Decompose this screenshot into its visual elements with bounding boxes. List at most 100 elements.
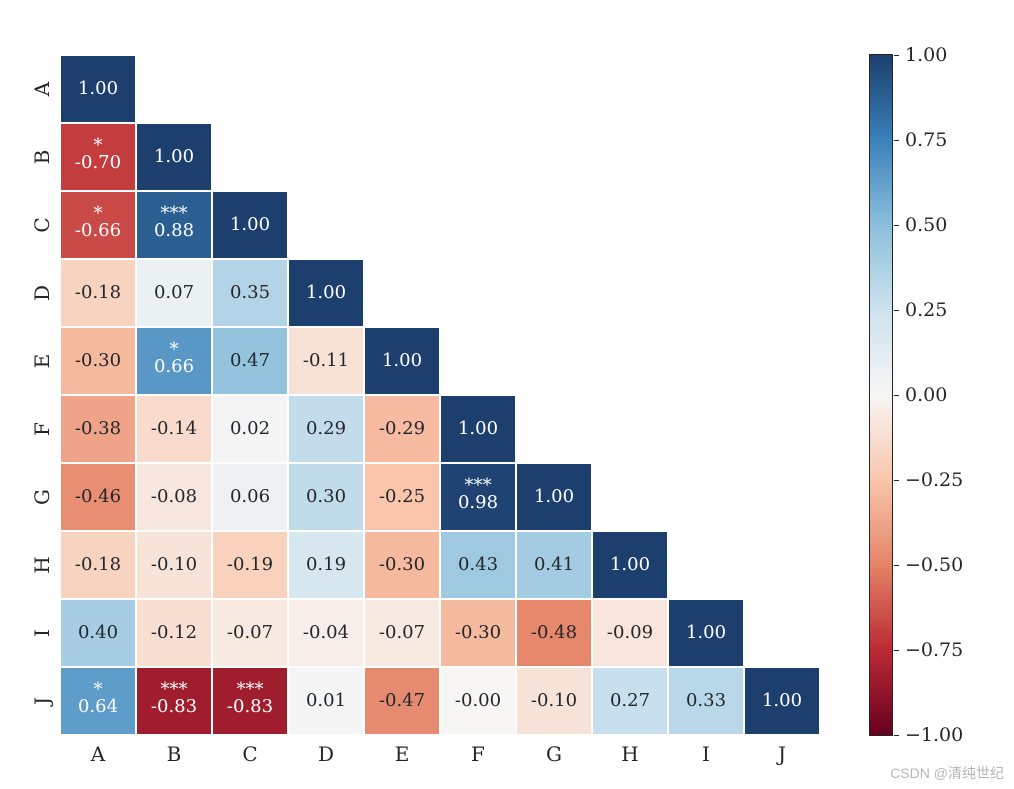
heatmap-cell: 0.19 [288,531,364,599]
cell-value: 0.98 [458,493,498,513]
heatmap-plot: 1.00*-0.701.00*-0.66***0.881.00-0.180.07… [60,55,820,735]
cell-value: 0.41 [534,555,574,575]
heatmap-cell [440,123,516,191]
x-tick-label: H [592,740,668,768]
heatmap-cell: 0.35 [212,259,288,327]
heatmap-cell [744,599,820,667]
heatmap-cell [288,191,364,259]
cell-value: 1.00 [534,487,574,507]
heatmap-cell: -0.19 [212,531,288,599]
heatmap-cell [668,327,744,395]
cell-value: -0.07 [227,623,273,643]
cell-value: 0.30 [306,487,346,507]
heatmap-cell [288,123,364,191]
colorbar-tick: 1.00 [894,44,947,66]
x-tick-label: G [516,740,592,768]
colorbar-tick: −1.00 [894,724,963,746]
cell-value: 0.07 [154,283,194,303]
cell-value: -0.66 [75,221,121,241]
heatmap-cell: 0.40 [60,599,136,667]
heatmap-cell: -0.25 [364,463,440,531]
cell-value: 0.02 [230,419,270,439]
cell-value: -0.30 [455,623,501,643]
heatmap-cell: 0.29 [288,395,364,463]
significance-marker: *** [237,685,264,695]
significance-marker: *** [465,481,492,491]
heatmap-cell [516,55,592,123]
heatmap-cell: -0.14 [136,395,212,463]
heatmap-cell [516,191,592,259]
x-tick-label: E [364,740,440,768]
cell-value: -0.46 [75,487,121,507]
heatmap-cell [440,55,516,123]
cell-value: -0.12 [151,623,197,643]
heatmap-cell [364,55,440,123]
heatmap-cell: *** -0.83 [136,667,212,735]
heatmap-cell [668,123,744,191]
heatmap-cell: -0.30 [440,599,516,667]
heatmap-cell: *** 0.98 [440,463,516,531]
heatmap-cell: 0.27 [592,667,668,735]
heatmap-cell: 0.41 [516,531,592,599]
heatmap-grid: 1.00*-0.701.00*-0.66***0.881.00-0.180.07… [60,55,820,735]
heatmap-cell: 0.02 [212,395,288,463]
cell-value: -0.18 [75,555,121,575]
cell-value: 0.29 [306,419,346,439]
heatmap-cell [516,259,592,327]
heatmap-cell [744,395,820,463]
cell-value: 0.88 [154,221,194,241]
cell-value: 0.06 [230,487,270,507]
heatmap-cell [364,259,440,327]
heatmap-cell [592,463,668,531]
heatmap-cell: 0.33 [668,667,744,735]
heatmap-cell [744,55,820,123]
heatmap-cell [212,55,288,123]
cell-value: -0.14 [151,419,197,439]
heatmap-cell: ***-0.83 [212,667,288,735]
cell-value: -0.38 [75,419,121,439]
cell-value: 0.01 [306,691,346,711]
heatmap-cell: 0.43 [440,531,516,599]
heatmap-cell: 0.47 [212,327,288,395]
heatmap-cell: -0.08 [136,463,212,531]
cell-value: -0.29 [379,419,425,439]
heatmap-cell [592,395,668,463]
heatmap-cell [516,395,592,463]
heatmap-cell [440,191,516,259]
heatmap-cell [668,259,744,327]
significance-marker: *** [161,685,188,695]
heatmap-cell: *0.64 [60,667,136,735]
cell-value: 1.00 [762,691,802,711]
heatmap-cell [744,327,820,395]
heatmap-cell: -0.30 [364,531,440,599]
heatmap-cell: 0.06 [212,463,288,531]
heatmap-cell: -0.10 [516,667,592,735]
colorbar-tick: 0.25 [894,299,947,321]
heatmap-cell [744,259,820,327]
cell-value: 0.33 [686,691,726,711]
x-tick-label: I [668,740,744,768]
heatmap-cell: 0.07 [136,259,212,327]
cell-value: 0.27 [610,691,650,711]
heatmap-cell [592,259,668,327]
cell-value: -0.25 [379,487,425,507]
colorbar-gradient [870,55,892,735]
heatmap-cell [136,55,212,123]
heatmap-cell: -0.12 [136,599,212,667]
colorbar-tick: 0.50 [894,214,947,236]
cell-value: -0.11 [303,351,349,371]
significance-marker: * [94,141,103,151]
x-tick-label: J [744,740,820,768]
significance-marker: * [94,209,103,219]
cell-value: -0.48 [531,623,577,643]
cell-value: 1.00 [610,555,650,575]
heatmap-cell [744,463,820,531]
significance-marker: * [170,345,179,355]
cell-value: -0.09 [607,623,653,643]
heatmap-cell: -0.09 [592,599,668,667]
x-tick-label: F [440,740,516,768]
cell-value: 1.00 [154,147,194,167]
heatmap-cell [668,531,744,599]
cell-value: -0.18 [75,283,121,303]
cell-value: -0.83 [151,697,197,717]
